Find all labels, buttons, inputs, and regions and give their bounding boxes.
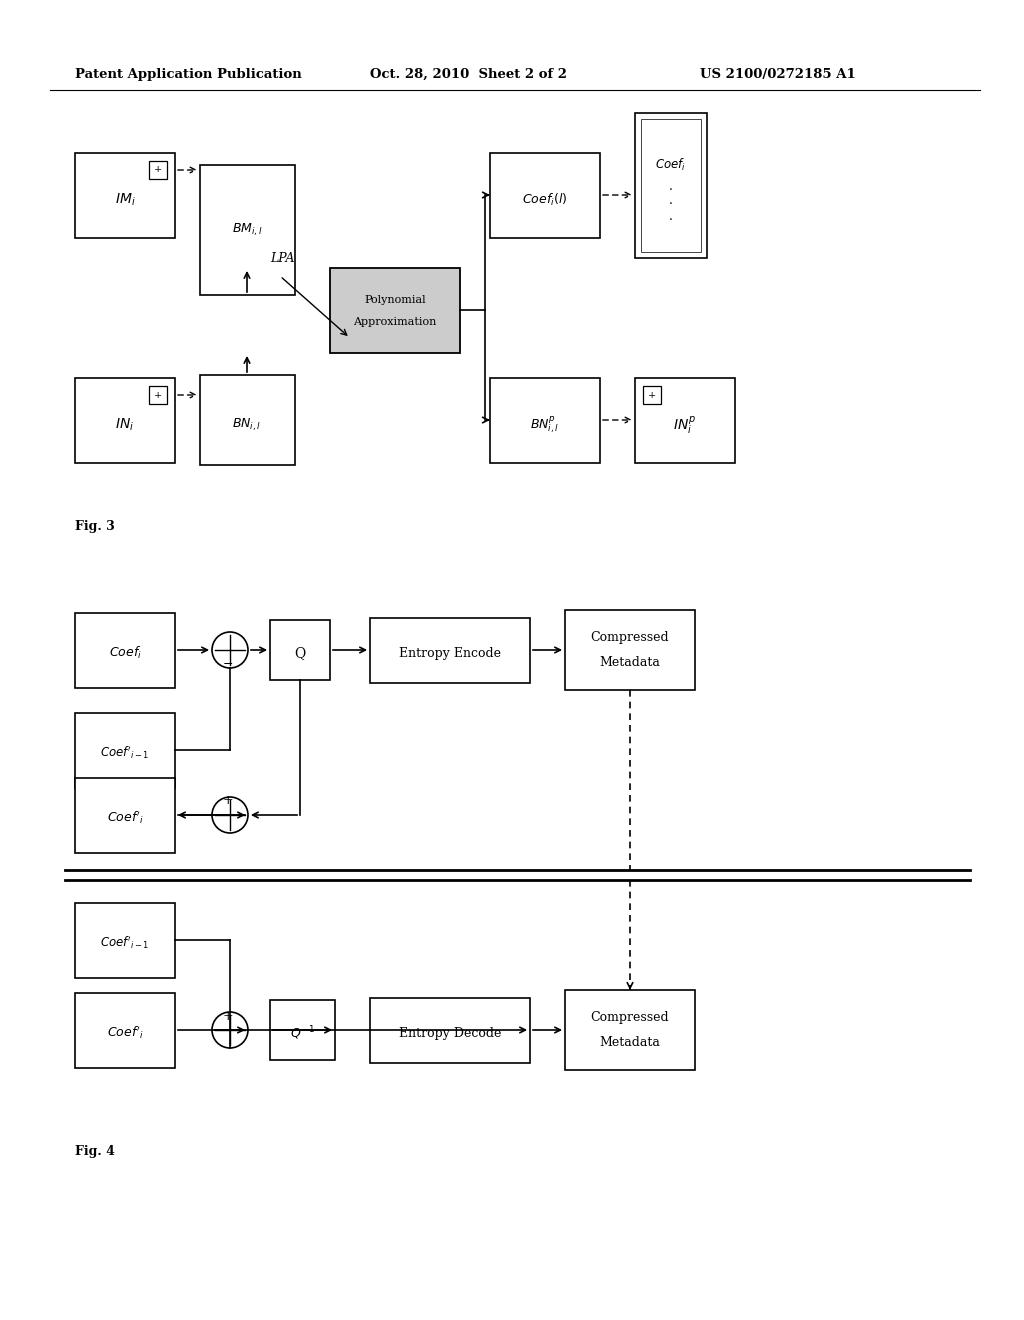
Text: LPA: LPA	[270, 252, 295, 264]
Bar	[565, 610, 695, 690]
Bar	[75, 378, 175, 463]
Bar	[75, 713, 175, 788]
Text: $IN_i$: $IN_i$	[116, 417, 134, 433]
Text: Polynomial: Polynomial	[365, 294, 426, 305]
Text: +: +	[154, 391, 162, 400]
Bar	[330, 268, 460, 352]
Bar	[490, 378, 600, 463]
Text: Compressed: Compressed	[591, 631, 670, 644]
Bar	[75, 993, 175, 1068]
Text: Oct. 28, 2010  Sheet 2 of 2: Oct. 28, 2010 Sheet 2 of 2	[370, 69, 567, 81]
Text: +: +	[648, 391, 656, 400]
Text: $Q^{-1}$: $Q^{-1}$	[290, 1024, 314, 1041]
Text: Entropy Decode: Entropy Decode	[398, 1027, 501, 1040]
Text: Q: Q	[294, 645, 305, 660]
Text: Compressed: Compressed	[591, 1011, 670, 1024]
Text: −: −	[223, 657, 233, 671]
Text: ·
·
·: · · ·	[669, 183, 673, 227]
Text: +: +	[222, 1010, 233, 1023]
Text: $Coef'_{i-1}$: $Coef'_{i-1}$	[100, 935, 150, 952]
Text: +: +	[154, 165, 162, 174]
Text: $Coef_i(l)$: $Coef_i(l)$	[522, 191, 567, 209]
Text: Metadata: Metadata	[600, 656, 660, 668]
Bar	[150, 161, 167, 180]
Text: $Coef_i$: $Coef_i$	[655, 157, 686, 173]
Text: $IM_i$: $IM_i$	[115, 191, 135, 209]
Bar	[635, 114, 707, 257]
Bar	[270, 620, 330, 680]
Bar	[565, 990, 695, 1071]
Bar	[370, 998, 530, 1063]
Bar	[641, 119, 701, 252]
Text: $Coef'_{i-1}$: $Coef'_{i-1}$	[100, 744, 150, 762]
Bar	[490, 153, 600, 238]
Text: +: +	[222, 795, 233, 808]
Text: Fig. 4: Fig. 4	[75, 1144, 115, 1158]
Text: Approximation: Approximation	[353, 317, 436, 327]
Bar	[75, 777, 175, 853]
Bar	[270, 1001, 335, 1060]
Text: US 2100/0272185 A1: US 2100/0272185 A1	[700, 69, 856, 81]
Text: $BN_{i,l}$: $BN_{i,l}$	[232, 417, 261, 433]
Bar	[75, 612, 175, 688]
Text: Patent Application Publication: Patent Application Publication	[75, 69, 302, 81]
Text: $IN^p_i$: $IN^p_i$	[674, 414, 696, 436]
Bar	[200, 165, 295, 294]
Text: $Coef'_i$: $Coef'_i$	[106, 1024, 143, 1041]
Bar	[643, 385, 662, 404]
Bar	[75, 903, 175, 978]
Text: Fig. 3: Fig. 3	[75, 520, 115, 533]
Bar	[150, 385, 167, 404]
Bar	[370, 618, 530, 682]
Text: $Coef'_i$: $Coef'_i$	[106, 809, 143, 826]
Bar	[75, 153, 175, 238]
Text: Entropy Encode: Entropy Encode	[399, 647, 501, 660]
Text: $BN^p_{i,l}$: $BN^p_{i,l}$	[530, 414, 560, 436]
Text: $BM_{i,l}$: $BM_{i,l}$	[231, 222, 262, 238]
Text: Metadata: Metadata	[600, 1035, 660, 1048]
Text: $Coef_i$: $Coef_i$	[109, 645, 141, 661]
Bar	[200, 375, 295, 465]
Bar	[635, 378, 735, 463]
